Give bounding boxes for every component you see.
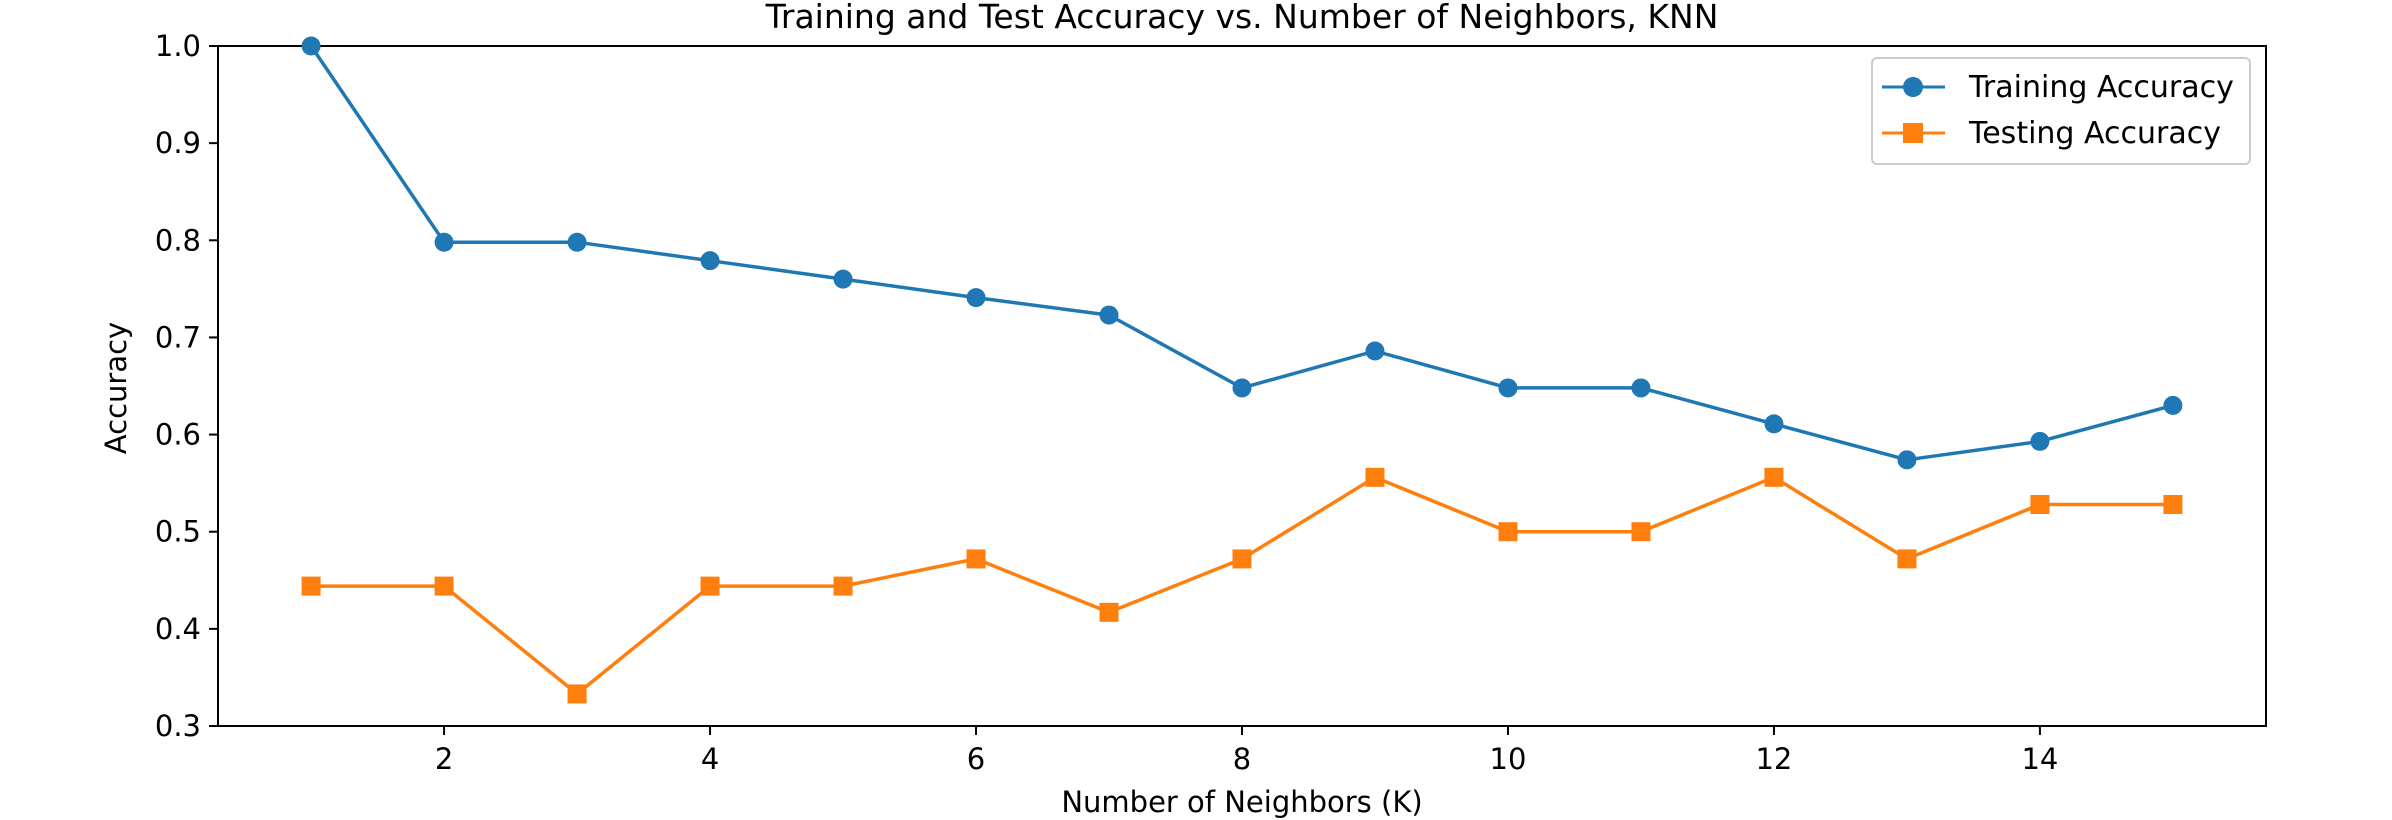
x-tick-label: 4 [701,742,719,776]
data-point-testing [700,576,720,596]
x-tick-label: 8 [1233,742,1251,776]
data-point-testing [434,576,454,596]
x-tick-label: 6 [967,742,985,776]
x-tick-label: 10 [1490,742,1527,776]
data-point-testing [1099,602,1119,622]
legend-marker-training [1903,77,1923,97]
data-point-training [1232,378,1252,398]
data-point-testing [1232,549,1252,569]
data-point-testing [1764,467,1784,487]
data-point-training [1099,305,1119,325]
data-point-training [1897,450,1917,470]
data-point-testing [567,684,587,704]
x-tick-label: 12 [1755,742,1792,776]
data-point-testing [1897,549,1917,569]
data-point-testing [833,576,853,596]
chart-title: Training and Test Accuracy vs. Number of… [765,0,1719,36]
legend-marker-testing [1903,123,1923,143]
data-point-testing [1365,467,1385,487]
data-point-training [434,232,454,252]
data-point-training [1764,414,1784,434]
x-axis-label: Number of Neighbors (K) [1061,785,1422,819]
series-line-testing [311,475,2173,696]
data-point-testing [1498,522,1518,542]
data-point-training [833,269,853,289]
data-point-testing [966,549,986,569]
legend-entry-training: Training Accuracy [1882,70,2234,105]
x-tick-label: 14 [2021,742,2058,776]
y-tick-label: 0.9 [155,126,201,160]
data-point-training [567,232,587,252]
y-tick-label: 0.8 [155,223,201,257]
data-point-training [2163,395,2183,415]
y-tick-label: 0.3 [155,709,201,743]
data-point-training [301,36,321,56]
y-tick-label: 0.6 [155,418,201,452]
data-point-testing [2030,495,2050,515]
legend: Training Accuracy Testing Accuracy [1871,57,2251,165]
y-tick-label: 1.0 [155,29,201,63]
data-point-training [1365,341,1385,361]
data-point-training [966,288,986,308]
data-point-training [2030,431,2050,451]
data-point-training [700,251,720,271]
y-axis-label: Accuracy [99,322,133,454]
legend-entry-testing: Testing Accuracy [1882,116,2221,151]
data-point-testing [2163,495,2183,515]
legend-label-testing: Testing Accuracy [1968,116,2221,151]
y-tick-label: 0.7 [155,320,201,354]
x-tick-label: 2 [435,742,453,776]
legend-label-training: Training Accuracy [1968,70,2234,105]
data-point-training [1631,378,1651,398]
y-tick-label: 0.4 [155,612,201,646]
legend-box [1871,57,2251,165]
data-point-testing [301,576,321,596]
data-point-testing [1631,522,1651,542]
y-tick-label: 0.5 [155,515,201,549]
data-point-training [1498,378,1518,398]
plot-area: 2 4 6 8 10 12 14 0.3 0.4 0.5 0.6 0.7 0.8 0.9 1.0 [155,29,2267,776]
